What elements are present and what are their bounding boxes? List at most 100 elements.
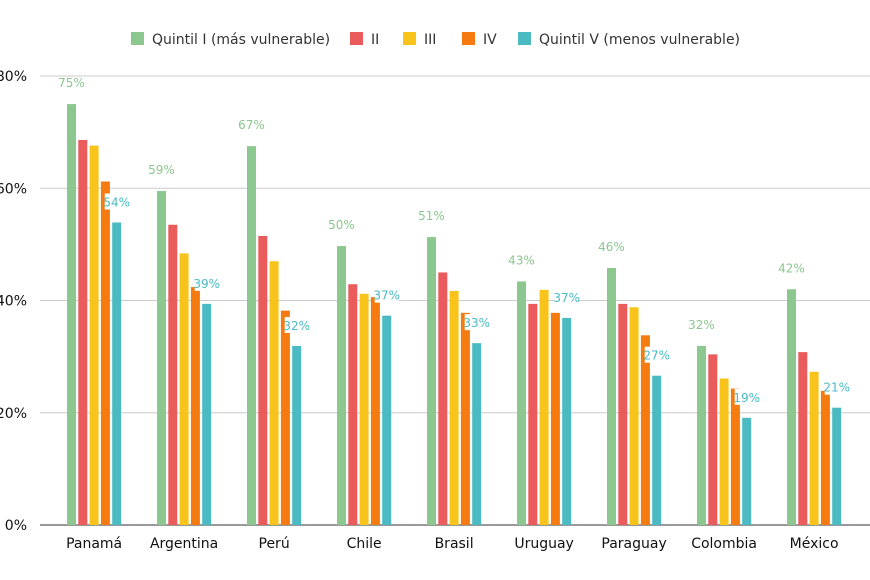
bar [730, 388, 740, 525]
x-axis-categories: Panamá Argentina Perú Chile Brasil Uruguay Par… [66, 536, 838, 552]
bar [100, 181, 110, 525]
data-label-first-series: 43% [508, 253, 535, 267]
data-label-backing [104, 193, 129, 210]
bar [202, 303, 212, 525]
x-category-label: Uruguay [514, 536, 574, 552]
data-label-last-series: 21% [823, 381, 850, 395]
legend-swatch [462, 32, 475, 45]
bar [528, 303, 538, 525]
bar [607, 267, 616, 525]
bar [539, 289, 549, 525]
bar [652, 375, 662, 525]
bar [719, 378, 729, 525]
bar [382, 315, 392, 525]
bar [832, 407, 842, 525]
bar [292, 345, 302, 525]
legend: Quintil I (más vulnerable) II III IV Quintil… [131, 32, 740, 48]
data-label-last-series: 27% [643, 349, 670, 363]
legend-swatch [350, 32, 363, 45]
bar [809, 371, 819, 525]
bar [629, 307, 639, 525]
data-label-backing [464, 314, 489, 331]
bar [157, 191, 166, 525]
data-label-backing [734, 388, 759, 405]
data-label-backing [194, 274, 219, 291]
data-label-backing [644, 346, 669, 363]
bar [697, 345, 706, 525]
y-tick-label: 20% [0, 406, 27, 422]
bar [820, 390, 830, 525]
bar [550, 312, 560, 525]
bar [348, 284, 358, 525]
y-tick-label: 80% [0, 69, 27, 85]
x-category-label: Argentina [150, 536, 218, 552]
y-tick-label: 40% [0, 294, 27, 310]
x-category-label: Chile [347, 536, 382, 552]
data-label-first-series: 32% [688, 318, 715, 332]
bar [190, 287, 200, 525]
data-label-first-series: 75% [58, 76, 85, 90]
bar [427, 237, 436, 526]
data-label-backing [554, 288, 579, 305]
bar [708, 354, 718, 525]
legend-label: IV [483, 32, 497, 48]
legend-swatch [131, 32, 144, 45]
bar [787, 289, 796, 525]
bar [562, 317, 572, 525]
y-tick-label: 0% [5, 518, 27, 534]
x-category-label: México [790, 536, 839, 552]
data-label-last-series: 39% [193, 277, 220, 291]
data-label-last-series: 32% [283, 319, 310, 333]
bar [517, 281, 526, 525]
bar [168, 224, 178, 525]
x-category-label: Brasil [435, 536, 474, 552]
legend-label: Quintil I (más vulnerable) [152, 32, 330, 48]
x-category-label: Perú [259, 536, 290, 552]
bar [370, 297, 380, 525]
bar [269, 261, 279, 525]
data-label-first-series: 67% [238, 118, 265, 132]
y-axis-ticks: 0% 20% 40% 60% 80% [0, 69, 27, 534]
data-label-first-series: 46% [598, 240, 625, 254]
bar [472, 343, 482, 525]
data-labels: 75% 54% 59% 39% 67% 32% 50% 37% 51% 33% 43% 37% 46% 2… [58, 76, 850, 405]
legend-swatch [403, 32, 416, 45]
data-label-last-series: 19% [733, 391, 760, 405]
bar [438, 272, 448, 525]
bar [359, 293, 369, 525]
data-label-backing [284, 316, 309, 333]
bar [618, 303, 628, 525]
legend-label: II [371, 32, 379, 48]
data-label-last-series: 37% [373, 289, 400, 303]
data-label-first-series: 51% [418, 209, 445, 223]
data-label-first-series: 42% [778, 261, 805, 275]
data-label-first-series: 50% [328, 218, 355, 232]
x-category-label: Paraguay [601, 536, 666, 552]
bar [179, 253, 189, 526]
x-category-label: Panamá [66, 536, 122, 552]
bar [67, 104, 76, 525]
bar [247, 146, 256, 525]
data-label-last-series: 37% [553, 291, 580, 305]
bar [280, 310, 290, 525]
y-tick-label: 60% [0, 181, 27, 197]
bar [258, 235, 268, 526]
legend-swatch [518, 32, 531, 45]
bars [67, 104, 842, 526]
data-label-backing [374, 286, 399, 303]
data-label-first-series: 59% [148, 163, 175, 177]
bar [798, 352, 808, 525]
bar [640, 335, 650, 525]
bar [337, 246, 346, 525]
bar [460, 312, 470, 525]
bar [112, 222, 122, 525]
x-category-label: Colombia [691, 536, 757, 552]
bar [742, 417, 752, 525]
legend-label: III [424, 32, 436, 48]
data-label-backing [824, 378, 849, 395]
bar [78, 139, 88, 526]
data-label-last-series: 33% [463, 316, 490, 330]
data-label-last-series: 54% [103, 195, 130, 209]
legend-label: Quintil V (menos vulnerable) [539, 32, 740, 48]
